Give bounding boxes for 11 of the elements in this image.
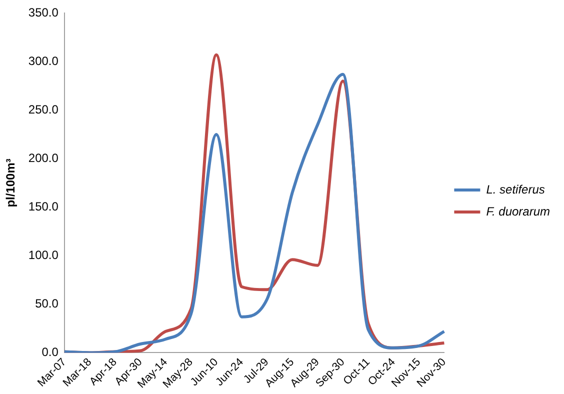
y-tick-label: 50.0 [35,296,59,311]
y-tick-label: 300.0 [28,54,59,68]
y-tick-label: 150.0 [28,200,59,214]
y-tick-label: 0.0 [42,345,59,360]
y-tick-label: 250.0 [28,102,59,117]
y-tick-label: 350.0 [28,6,59,20]
y-tick-label: 200.0 [28,151,59,166]
legend-label: L. setiferus [486,182,545,196]
y-tick-label: 100.0 [28,248,59,262]
y-axis-title: pl/100m³ [4,158,18,208]
legend-label: F. duorarum [486,204,550,218]
